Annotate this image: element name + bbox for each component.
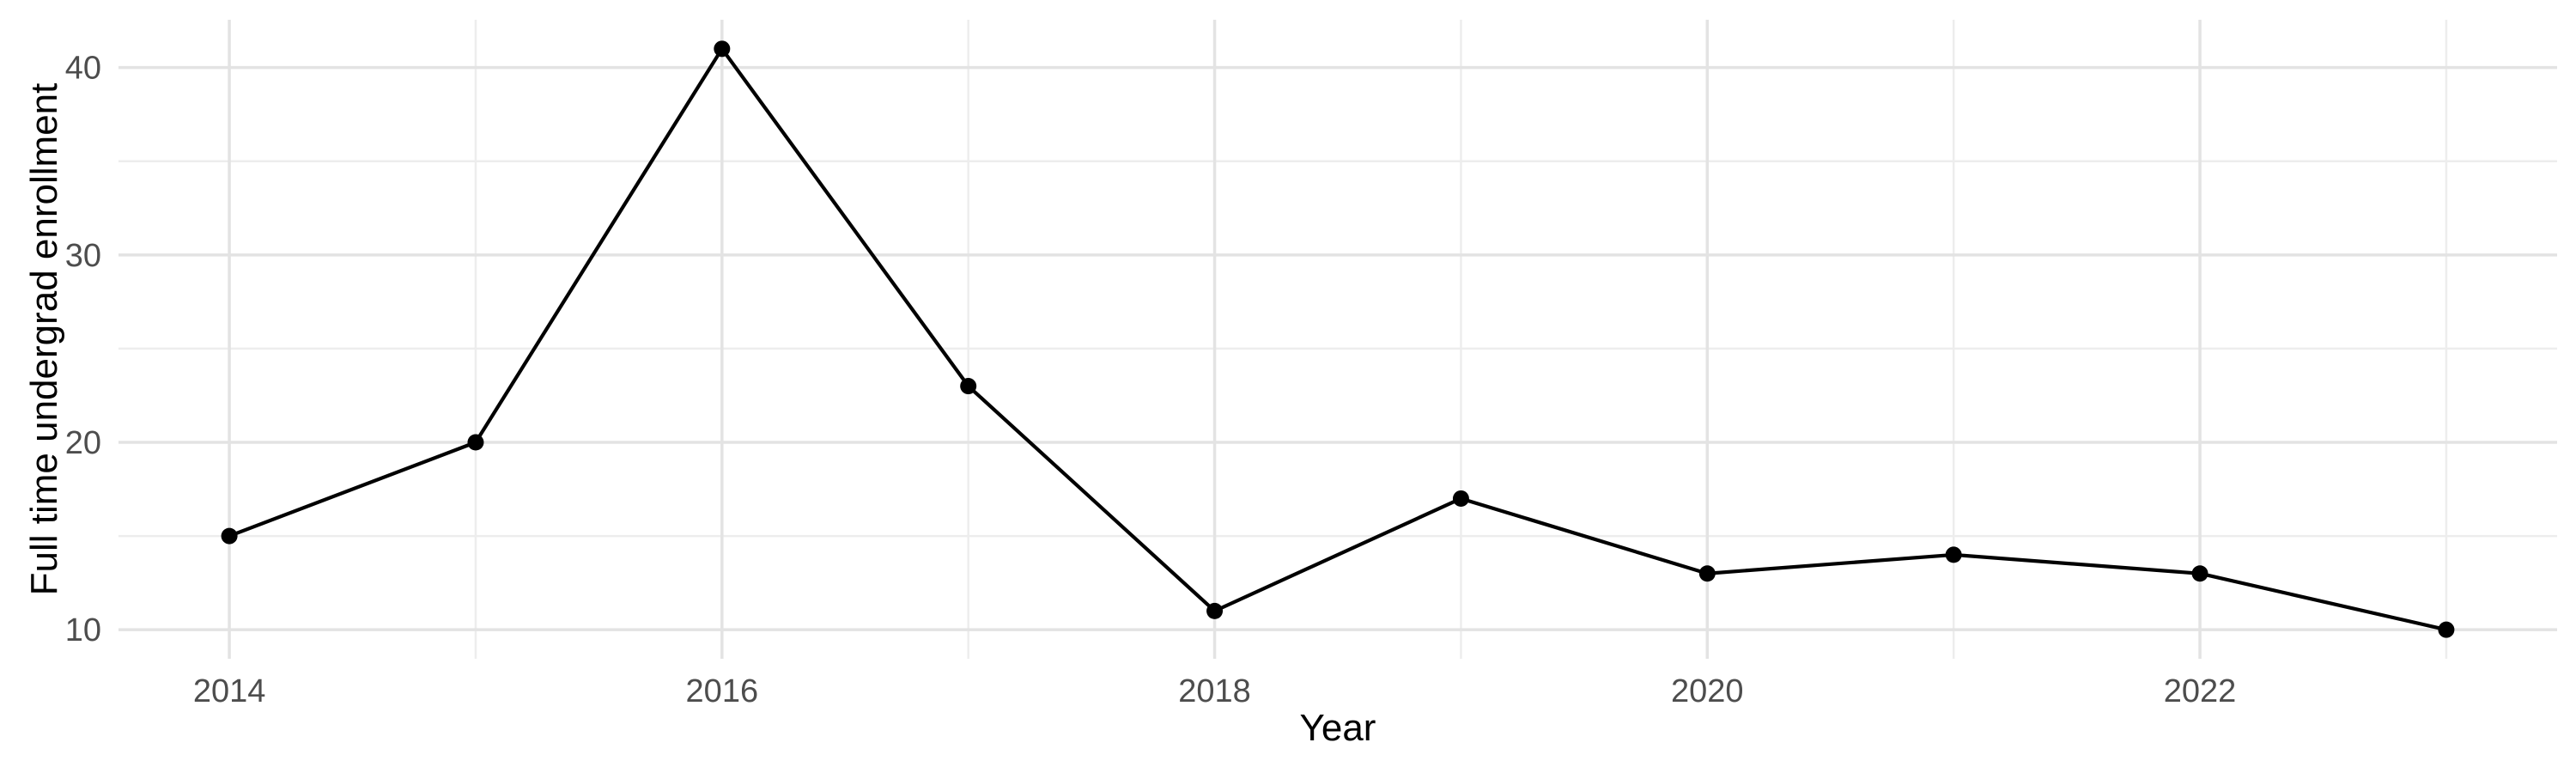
y-tick-label-20: 20 — [65, 425, 101, 461]
y-axis-tick-labels: 10 20 30 40 — [65, 51, 101, 649]
series-layer — [221, 40, 2455, 638]
data-point-2016 — [714, 40, 731, 58]
data-point-2017 — [960, 378, 977, 395]
x-tick-label-2016: 2016 — [686, 673, 759, 709]
data-point-2021 — [1945, 546, 1962, 563]
x-tick-label-2018: 2018 — [1178, 673, 1251, 709]
y-tick-label-40: 40 — [65, 51, 101, 87]
y-axis-title: Full time undergrad enrollment — [23, 83, 65, 596]
data-point-2019 — [1452, 490, 1469, 507]
x-tick-label-2022: 2022 — [2164, 673, 2237, 709]
data-point-2018 — [1206, 602, 1224, 619]
y-tick-label-30: 30 — [65, 238, 101, 274]
minor-gridlines — [118, 20, 2557, 659]
data-point-2023 — [2438, 621, 2455, 638]
data-point-2015 — [467, 434, 484, 451]
x-axis-tick-labels: 2014 2016 2018 2020 2022 — [193, 673, 2236, 709]
data-point-2020 — [1698, 565, 1716, 582]
data-point-2014 — [221, 527, 238, 545]
x-tick-label-2020: 2020 — [1671, 673, 1744, 709]
x-tick-label-2014: 2014 — [193, 673, 266, 709]
x-axis-title: Year — [1300, 707, 1376, 749]
data-point-2022 — [2191, 565, 2208, 582]
major-gridlines — [118, 20, 2557, 659]
enrollment-line — [228, 46, 2447, 632]
y-tick-label-10: 10 — [65, 612, 101, 648]
